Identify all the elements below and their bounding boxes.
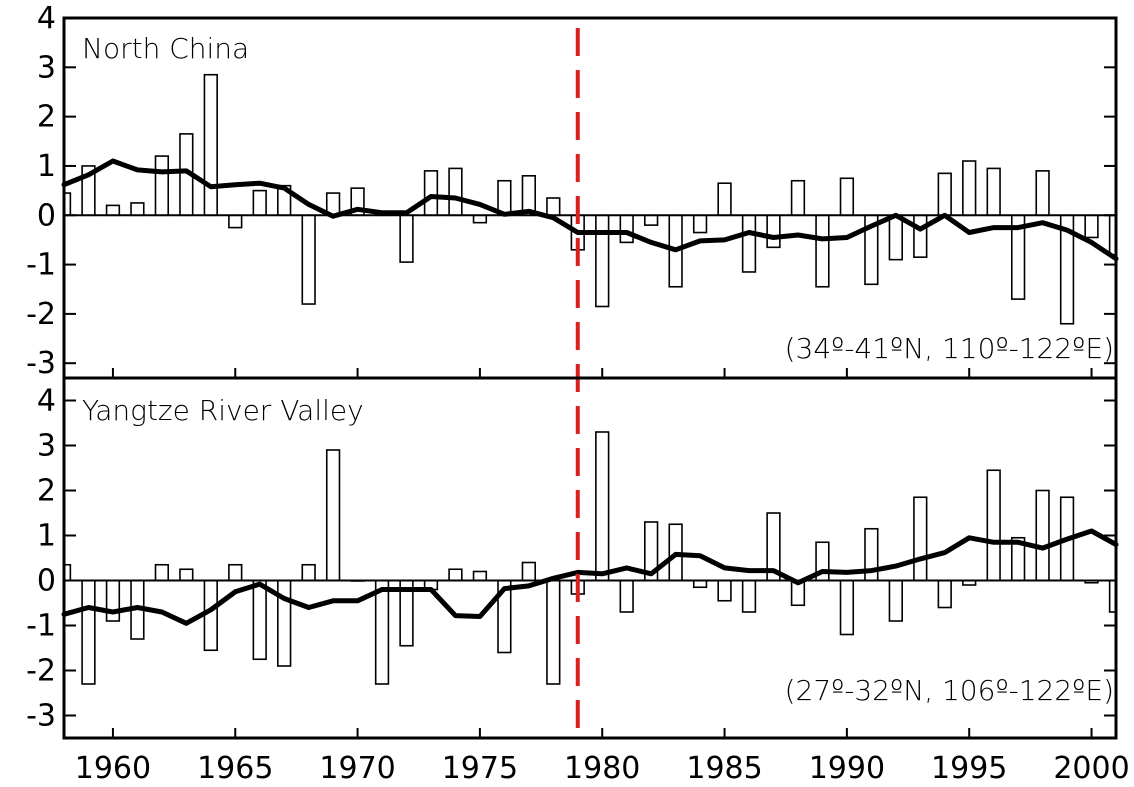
- x-tick-label: 1960: [75, 751, 151, 786]
- x-tick-label: 1980: [564, 751, 640, 786]
- y-tick-label: -2: [26, 297, 56, 332]
- y-tick-label: 0: [37, 564, 56, 599]
- bar-1973: [423, 170, 439, 217]
- bar-1985: [717, 579, 732, 602]
- smoothed-line-north-china: [61, 158, 1119, 262]
- bar-1995: [962, 160, 977, 217]
- bar-1963: [179, 568, 194, 582]
- bar-1993: [913, 214, 928, 258]
- y-tick-label: 4: [37, 1, 56, 36]
- bar-1988: [790, 179, 806, 217]
- bar-1990: [839, 579, 855, 636]
- bar-1998: [1035, 489, 1050, 582]
- region-label-yangtze-river-valley: (27º-32ºN, 106º-122ºE): [785, 674, 1114, 707]
- bar-1994: [937, 579, 952, 609]
- bar-1981: [619, 579, 634, 613]
- bar-1968: [301, 214, 316, 305]
- panel-title-north-china: North China: [82, 32, 249, 65]
- panel-title-yangtze-river-valley: Yangtze River Valley: [82, 394, 364, 427]
- bar-1959: [81, 579, 96, 685]
- bar-1965: [228, 214, 243, 229]
- bar-1996: [986, 469, 1001, 582]
- bar-1994: [937, 172, 952, 217]
- panel-yangtze-river-valley: -3 -2 -1 0 1 2 3 4 Yangtze River Valley (27º-32…: [26, 384, 1119, 734]
- bar-1993: [913, 496, 928, 582]
- bar-1989: [815, 214, 830, 288]
- bar-1992: [888, 579, 903, 622]
- bar-1990: [839, 177, 855, 217]
- y-tick-label: 1: [37, 519, 56, 554]
- bar-1969: [325, 449, 341, 582]
- bar-1986: [741, 579, 757, 613]
- y-tick-label: 3: [37, 50, 56, 85]
- bar-1964: [203, 73, 218, 217]
- y-tick-label: 4: [37, 384, 56, 419]
- bar-1966: [252, 189, 267, 217]
- frame-bottom-panel: [62, 376, 1118, 740]
- bar-1987: [766, 214, 781, 249]
- bar-1962: [154, 155, 170, 217]
- bar-1978: [546, 197, 561, 217]
- x-tick-label: 2000: [1053, 751, 1129, 786]
- bar-1960: [105, 579, 121, 622]
- y-tick-label: 3: [37, 429, 56, 464]
- bar-1986: [741, 214, 757, 273]
- bar-1996: [986, 167, 1001, 217]
- x-tick-label: 1990: [809, 751, 885, 786]
- bar-1972: [399, 214, 414, 263]
- bar-1980: [595, 214, 610, 308]
- x-tick-label: 1995: [931, 751, 1007, 786]
- y-tick-label: -2: [26, 654, 56, 689]
- y-tick-label: 2: [37, 474, 56, 509]
- y-tick-label: -1: [26, 609, 56, 644]
- bar-1974: [448, 568, 463, 582]
- bar-1975: [472, 570, 488, 582]
- bar-1998: [1035, 170, 1050, 217]
- bar-1974: [448, 167, 463, 217]
- bar-1982: [644, 214, 659, 226]
- bar-1984: [692, 214, 708, 234]
- bar-1980: [595, 431, 610, 582]
- bar-1992: [888, 214, 903, 261]
- bar-1964: [203, 579, 218, 652]
- bar-1968: [301, 563, 316, 582]
- bar-1978: [546, 579, 561, 685]
- bar-1977: [521, 561, 536, 582]
- panel-north-china: -3 -2 -1 0 1 2 3 4 North China (34º-41ºN, 110º-…: [26, 1, 1119, 381]
- x-tick-label: 1965: [197, 751, 273, 786]
- bar-1961: [130, 202, 145, 217]
- bar-1962: [154, 563, 170, 582]
- x-tick-label: 1970: [319, 751, 395, 786]
- y-tick-label: -3: [26, 699, 56, 734]
- bar-1981: [619, 214, 634, 244]
- bar-1966: [252, 579, 267, 661]
- bar-2000: [1084, 214, 1099, 239]
- smoothed-line-yangtze-river-valley: [61, 528, 1119, 626]
- bar-1960: [105, 204, 121, 217]
- y-tick-label: -3: [26, 346, 56, 381]
- y-tick-label: 2: [37, 100, 56, 135]
- x-tick-label: 1975: [442, 751, 518, 786]
- y-tick-label: 1: [37, 149, 56, 184]
- bar-1965: [228, 563, 243, 582]
- region-label-north-china: (34º-41ºN, 110º-122ºE): [785, 332, 1114, 365]
- y-tick-label: 0: [37, 198, 56, 233]
- x-tick-label: 1985: [686, 751, 762, 786]
- bar-1985: [717, 182, 732, 217]
- y-axis-yangtze-river-valley: -3 -2 -1 0 1 2 3 4: [26, 384, 1116, 734]
- bar-1975: [472, 214, 488, 224]
- y-axis-north-china: -3 -2 -1 0 1 2 3 4: [26, 1, 1116, 381]
- y-tick-label: -1: [26, 248, 56, 283]
- bar-1971: [374, 579, 390, 685]
- bar-1984: [692, 579, 708, 589]
- x-axis: 1960 1965 1970 1975 1980 1985 1990 1995 2000: [75, 368, 1130, 786]
